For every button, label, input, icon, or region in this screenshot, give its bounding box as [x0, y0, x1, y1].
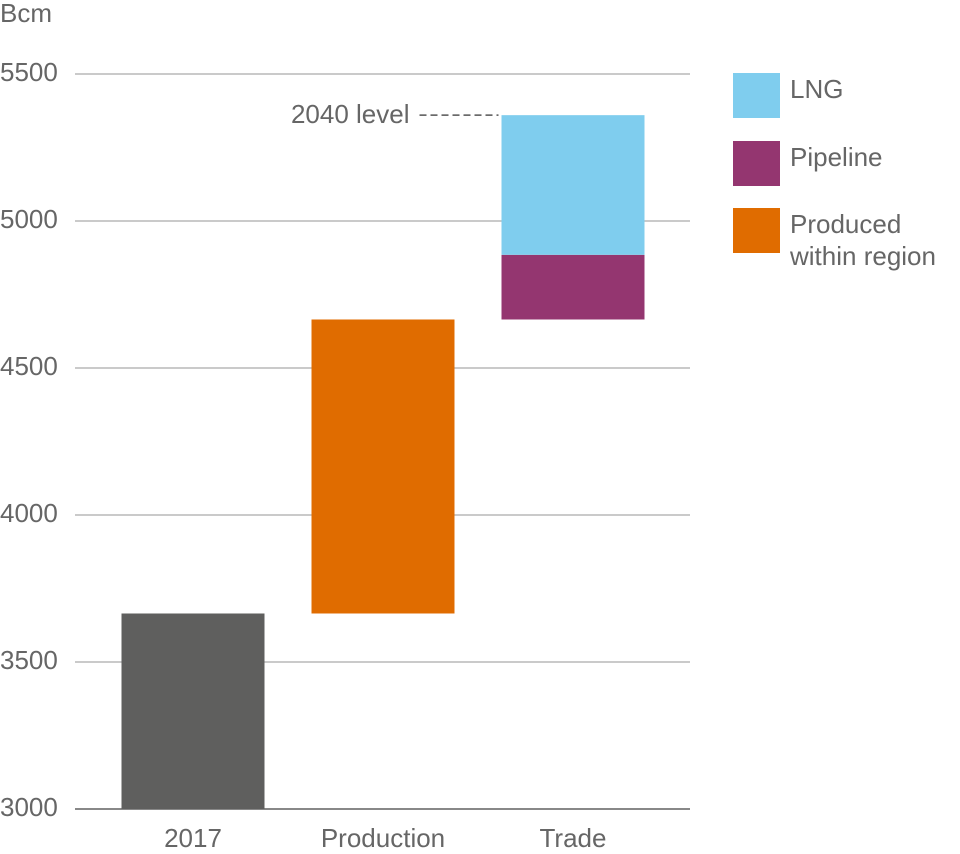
legend-label: Produced within region: [790, 209, 936, 271]
x-tick-label: Production: [321, 823, 445, 853]
legend-label: Pipeline: [790, 142, 883, 172]
y-tick-label: 5500: [0, 57, 58, 87]
y-tick-label: 3000: [0, 792, 58, 822]
y-tick-label: 4000: [0, 498, 58, 528]
bar: [121, 613, 265, 809]
annotation: 2040 level: [291, 99, 410, 129]
x-tick-label: Trade: [540, 823, 607, 853]
y-tick-label: 4500: [0, 351, 58, 381]
y-tick-label: 5000: [0, 204, 58, 234]
legend-swatch: [733, 141, 780, 186]
legend-swatch: [733, 208, 780, 253]
legend-item: LNG: [733, 73, 960, 118]
legend-swatch: [733, 73, 780, 118]
legend-label: LNG: [790, 74, 844, 104]
legend-item: Produced within region: [733, 208, 960, 272]
x-tick-label: 2017: [164, 823, 222, 853]
y-axis-label: Bcm: [0, 0, 52, 28]
bar-segment: [501, 254, 645, 320]
y-tick-label: 3500: [0, 645, 58, 675]
legend-item: Pipeline: [733, 141, 960, 186]
bar-segment: [311, 319, 455, 614]
bar-segment: [501, 115, 645, 255]
